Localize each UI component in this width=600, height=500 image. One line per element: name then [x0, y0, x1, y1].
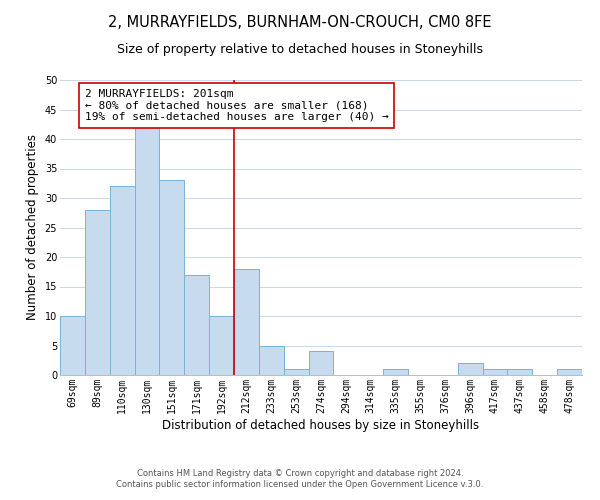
Text: 2 MURRAYFIELDS: 201sqm
← 80% of detached houses are smaller (168)
19% of semi-de: 2 MURRAYFIELDS: 201sqm ← 80% of detached…: [85, 89, 389, 122]
Bar: [160, 180, 184, 375]
Bar: [383, 369, 408, 375]
Bar: [482, 369, 508, 375]
Text: Size of property relative to detached houses in Stoneyhills: Size of property relative to detached ho…: [117, 42, 483, 56]
Text: Contains public sector information licensed under the Open Government Licence v.: Contains public sector information licen…: [116, 480, 484, 489]
Bar: [308, 352, 334, 375]
Bar: [508, 369, 532, 375]
Text: Contains HM Land Registry data © Crown copyright and database right 2024.: Contains HM Land Registry data © Crown c…: [137, 468, 463, 477]
Text: 2, MURRAYFIELDS, BURNHAM-ON-CROUCH, CM0 8FE: 2, MURRAYFIELDS, BURNHAM-ON-CROUCH, CM0 …: [108, 15, 492, 30]
Bar: [209, 316, 234, 375]
Bar: [557, 369, 582, 375]
Bar: [234, 269, 259, 375]
Bar: [134, 127, 160, 375]
Bar: [259, 346, 284, 375]
Bar: [85, 210, 110, 375]
Bar: [458, 363, 482, 375]
Bar: [284, 369, 308, 375]
Y-axis label: Number of detached properties: Number of detached properties: [26, 134, 39, 320]
Bar: [184, 274, 209, 375]
Bar: [110, 186, 134, 375]
X-axis label: Distribution of detached houses by size in Stoneyhills: Distribution of detached houses by size …: [163, 418, 479, 432]
Bar: [60, 316, 85, 375]
